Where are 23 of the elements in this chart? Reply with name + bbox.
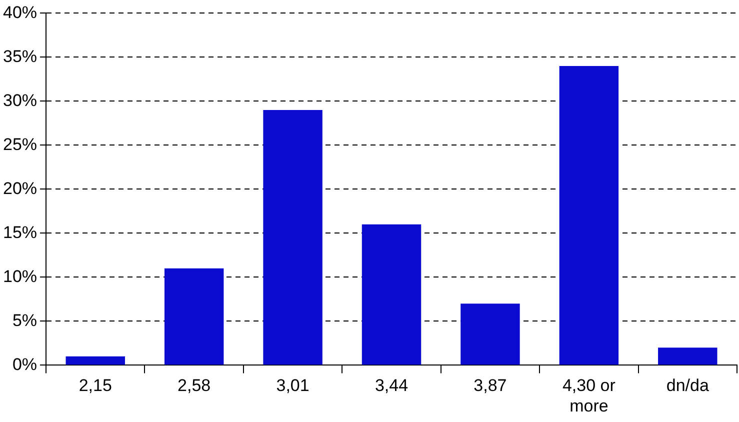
x-tick-label: 3,01 — [276, 376, 310, 396]
bar — [164, 268, 224, 365]
bar — [658, 348, 718, 365]
y-tick-label: 15% — [2, 222, 38, 242]
bar — [66, 356, 125, 365]
y-tick-label: 20% — [2, 178, 38, 198]
x-tick-label: 3,44 — [374, 376, 408, 396]
x-tick-label: 3,87 — [474, 376, 507, 396]
y-tick-label: 35% — [2, 46, 38, 66]
y-tick-label: 40% — [2, 2, 38, 22]
x-tick-label: 4,30 or more — [562, 376, 616, 416]
bar — [559, 66, 619, 365]
y-tick-label: 5% — [12, 310, 38, 330]
bar — [263, 110, 322, 365]
x-tick-label: dn/da — [666, 376, 710, 396]
bar — [460, 304, 520, 365]
y-tick-label: 0% — [12, 354, 38, 374]
y-tick-label: 25% — [2, 134, 38, 154]
x-tick-label: 2,58 — [178, 376, 211, 396]
y-tick-label: 30% — [2, 90, 38, 110]
y-tick-label: 10% — [2, 266, 38, 286]
bar — [362, 224, 422, 365]
x-tick-label: 2,15 — [78, 376, 112, 396]
